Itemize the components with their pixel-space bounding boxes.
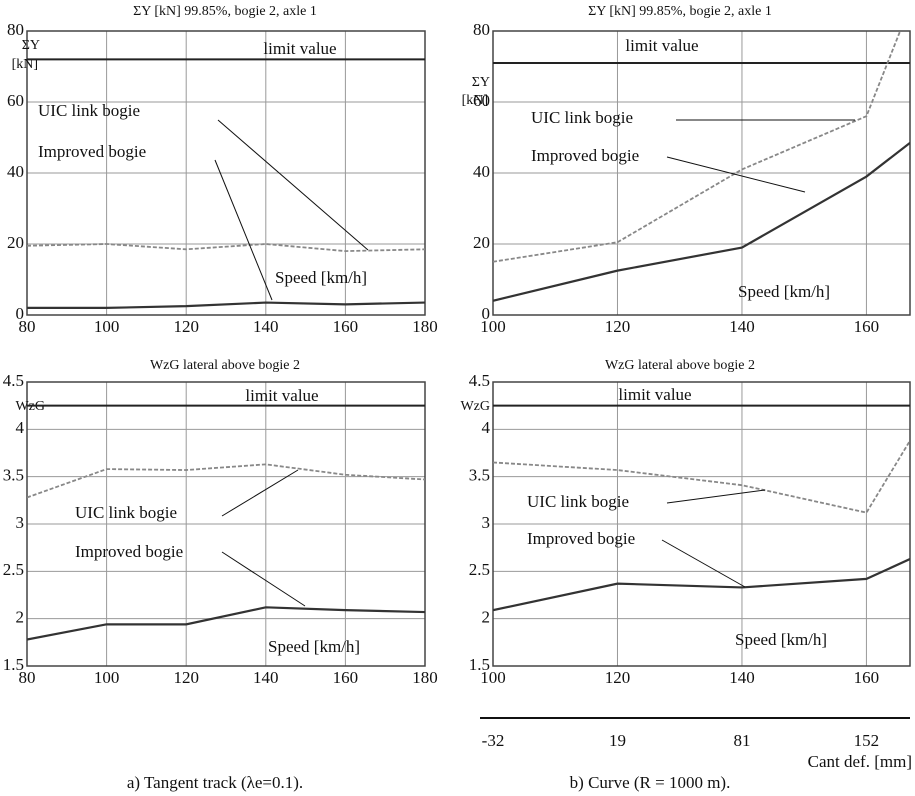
x2-tick-label: 81 xyxy=(733,731,750,750)
y-tick-label: 80 xyxy=(473,20,490,39)
x-tick-label: 80 xyxy=(19,317,36,336)
series-label: Improved bogie xyxy=(531,146,639,165)
plot-frame xyxy=(26,381,426,667)
y-tick-label: 1.5 xyxy=(469,655,490,674)
y-tick-label: 3 xyxy=(482,513,491,532)
x-tick-label: 80 xyxy=(19,668,36,687)
x-tick-label: 140 xyxy=(729,668,755,687)
data-line xyxy=(493,141,910,302)
y-tick-label: 2 xyxy=(16,608,25,627)
leader-line xyxy=(666,156,806,193)
x-tick-label: 120 xyxy=(605,317,631,336)
limit-label: limit value xyxy=(245,386,318,405)
x-tick-label: 120 xyxy=(605,668,631,687)
plot-frame xyxy=(492,30,911,316)
x-tick-label: 100 xyxy=(480,317,506,336)
x-tick-label: 100 xyxy=(94,668,120,687)
x2-tick-label: -32 xyxy=(482,731,505,750)
leader-line xyxy=(221,551,306,607)
caption: b) Curve (R = 1000 m). xyxy=(570,773,731,792)
plot-frame xyxy=(492,381,911,667)
y-tick-label: 60 xyxy=(473,91,490,110)
leader-line xyxy=(661,539,746,588)
y-tick-label: 20 xyxy=(7,233,24,252)
y-tick-label: 2.5 xyxy=(469,560,490,579)
y-axis-label: [kN] xyxy=(12,57,38,72)
y-tick-label: 80 xyxy=(7,20,24,39)
x-axis-label: Speed [km/h] xyxy=(735,630,827,649)
y-tick-label: 40 xyxy=(7,162,24,181)
data-line xyxy=(27,243,425,253)
plot-frame xyxy=(26,30,426,316)
data-line xyxy=(493,31,902,263)
x-tick-label: 160 xyxy=(333,668,359,687)
y-tick-label: 2.5 xyxy=(3,560,24,579)
y-tick-label: 4.5 xyxy=(469,371,490,390)
y-axis-label: ΣY xyxy=(472,75,490,90)
y-axis-label: [kN] xyxy=(462,93,488,108)
panel-title: WzG lateral above bogie 2 xyxy=(605,358,755,373)
y-tick-label: 4 xyxy=(482,418,491,437)
leader-line xyxy=(214,159,273,301)
series-label: Improved bogie xyxy=(38,142,146,161)
x-tick-label: 120 xyxy=(173,668,199,687)
x2-axis-label: Cant def. [mm] xyxy=(808,752,912,771)
x-axis-label: Speed [km/h] xyxy=(275,268,367,287)
data-line xyxy=(493,558,910,612)
leader-line xyxy=(666,489,766,504)
x-tick-label: 140 xyxy=(729,317,755,336)
panel-title: WzG lateral above bogie 2 xyxy=(150,358,300,373)
data-line xyxy=(27,606,425,641)
y-tick-label: 40 xyxy=(473,162,490,181)
x-tick-label: 160 xyxy=(333,317,359,336)
x2-tick-label: 19 xyxy=(609,731,626,750)
y-tick-label: 0 xyxy=(16,304,25,323)
x2-tick-label: 152 xyxy=(854,731,880,750)
y-tick-label: 4 xyxy=(16,418,25,437)
leader-line xyxy=(221,469,299,517)
y-tick-label: 1.5 xyxy=(3,655,24,674)
series-label: Improved bogie xyxy=(75,542,183,561)
data-line xyxy=(27,301,425,309)
caption: a) Tangent track (λe=0.1). xyxy=(127,773,303,792)
data-line xyxy=(493,440,910,514)
x-tick-label: 100 xyxy=(480,668,506,687)
x-tick-label: 180 xyxy=(412,668,438,687)
limit-label: limit value xyxy=(263,39,336,58)
leader-line xyxy=(217,119,369,251)
y-tick-label: 20 xyxy=(473,233,490,252)
y-tick-label: 3.5 xyxy=(469,466,490,485)
x-tick-label: 180 xyxy=(412,317,438,336)
limit-label: limit value xyxy=(625,36,698,55)
x-tick-label: 160 xyxy=(854,317,880,336)
y-tick-label: 4.5 xyxy=(3,371,24,390)
x-axis-label: Speed [km/h] xyxy=(738,282,830,301)
y-axis-label: WzG xyxy=(15,399,45,414)
y-axis-label: ΣY xyxy=(22,38,40,53)
data-line xyxy=(27,463,425,499)
panel-title: ΣY [kN] 99.85%, bogie 2, axle 1 xyxy=(133,4,317,19)
series-label: UIC link bogie xyxy=(75,503,177,522)
series-label: UIC link bogie xyxy=(38,101,140,120)
y-tick-label: 3.5 xyxy=(3,466,24,485)
x-tick-label: 140 xyxy=(253,668,279,687)
x-tick-label: 140 xyxy=(253,317,279,336)
y-tick-label: 3 xyxy=(16,513,25,532)
y-axis-label: WzG xyxy=(460,399,490,414)
x-tick-label: 100 xyxy=(94,317,120,336)
limit-label: limit value xyxy=(618,385,691,404)
y-tick-label: 60 xyxy=(7,91,24,110)
x-tick-label: 120 xyxy=(173,317,199,336)
x-tick-label: 160 xyxy=(854,668,880,687)
y-tick-label: 0 xyxy=(482,304,491,323)
y-tick-label: 2 xyxy=(482,608,491,627)
series-label: UIC link bogie xyxy=(527,492,629,511)
x-axis-label: Speed [km/h] xyxy=(268,637,360,656)
series-label: UIC link bogie xyxy=(531,108,633,127)
panel-title: ΣY [kN] 99.85%, bogie 2, axle 1 xyxy=(588,4,772,19)
series-label: Improved bogie xyxy=(527,529,635,548)
